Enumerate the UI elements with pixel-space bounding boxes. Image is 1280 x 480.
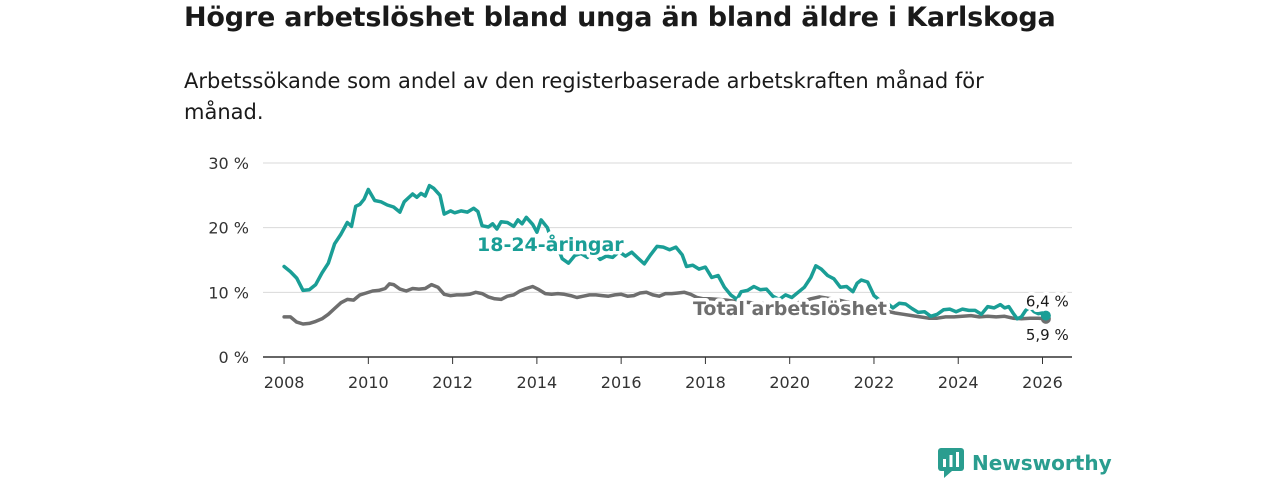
x-tick-label: 2022: [854, 373, 895, 392]
y-tick-label: 30 %: [208, 154, 249, 173]
end-value-label-total: 5,9 %: [1026, 326, 1069, 344]
x-tick-label: 2018: [685, 373, 726, 392]
x-tick-label: 2010: [348, 373, 389, 392]
x-tick-label: 2020: [769, 373, 810, 392]
x-tick-label: 2014: [517, 373, 558, 392]
series-end-point-youth: [1040, 310, 1051, 321]
series-label-total: Total arbetslöshet: [693, 298, 887, 320]
series-label-youth: 18-24-åringar: [477, 232, 624, 256]
x-tick-label: 2016: [601, 373, 642, 392]
x-tick-label: 2024: [938, 373, 979, 392]
chart-title: Högre arbetslöshet bland unga än bland ä…: [184, 2, 1056, 33]
x-tick-label: 2026: [1022, 373, 1063, 392]
grid-lines: [263, 162, 1072, 358]
chart-subtitle: Arbetssökande som andel av den registerb…: [184, 69, 984, 124]
chart-series: [282, 183, 1051, 326]
series-label-youth-halo: 18-24-åringar: [477, 232, 624, 256]
brand-name: Newsworthy: [972, 451, 1112, 475]
end-value-label-youth-halo: 6,4 %: [1026, 293, 1069, 311]
brand-logo[interactable]: Newsworthy: [938, 448, 1112, 478]
axis-ticks: 0 % 10 % 20 % 30 % 2008 2010 2012 2014 2016 2018 2…: [208, 154, 1063, 392]
end-value-label-total-halo: 5,9 %: [1026, 326, 1069, 344]
y-tick-label: 20 %: [208, 219, 249, 238]
x-tick-label: 2012: [432, 373, 473, 392]
end-value-label-youth: 6,4 %: [1026, 293, 1069, 311]
series-line-total: [282, 282, 1048, 326]
series-label-total-halo: Total arbetslöshet: [693, 298, 887, 320]
x-tick-label: 2008: [264, 373, 305, 392]
y-tick-label: 0 %: [219, 348, 249, 367]
newsworthy-logo-icon: [938, 448, 964, 478]
series-line-youth: [282, 183, 1048, 321]
y-tick-label: 10 %: [208, 283, 249, 302]
